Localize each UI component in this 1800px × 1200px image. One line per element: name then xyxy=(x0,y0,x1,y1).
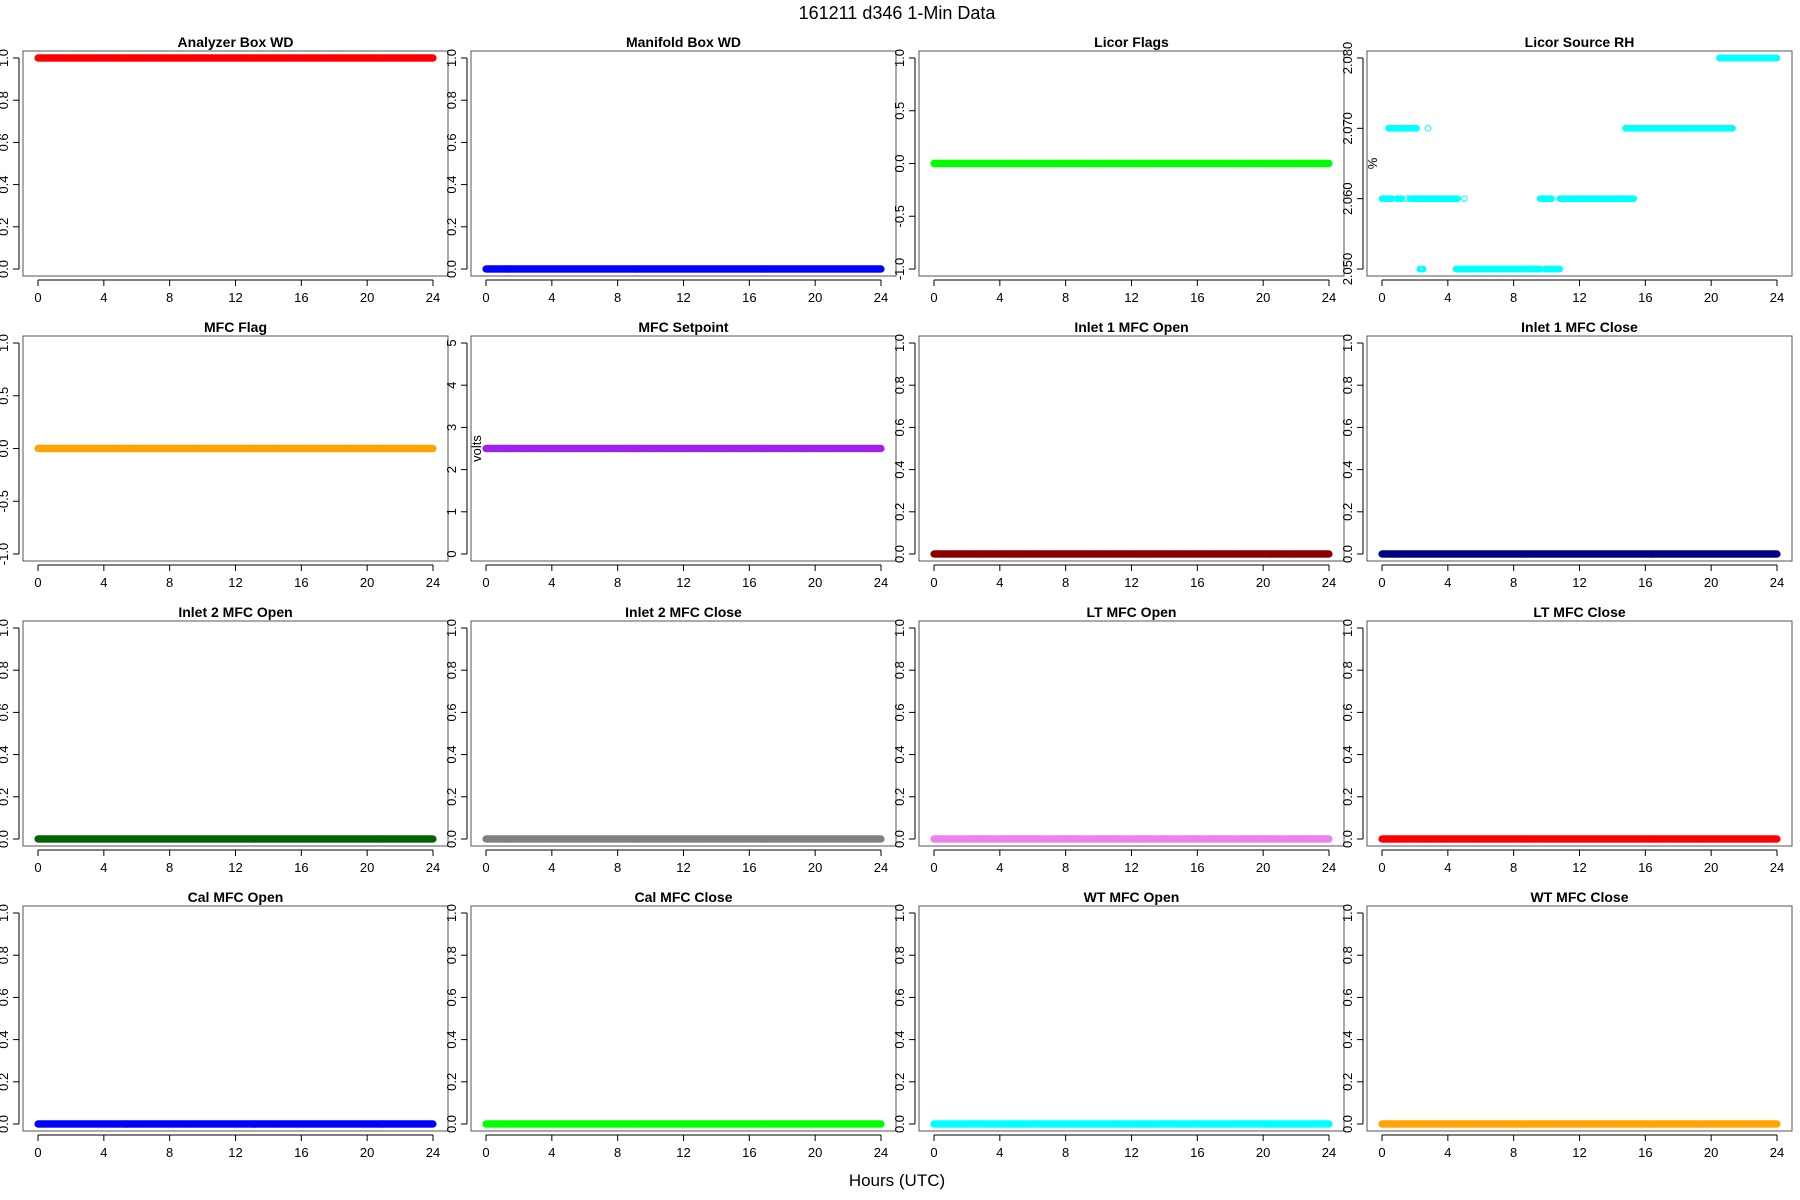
y-tick-label: -1.0 xyxy=(892,258,907,280)
x-tick-label: 24 xyxy=(1322,290,1336,305)
y-tick-label: 0.0 xyxy=(444,260,459,278)
x-tick-label: 24 xyxy=(874,290,888,305)
y-tick-label: 0.4 xyxy=(444,176,459,194)
x-tick-label: 16 xyxy=(1638,290,1652,305)
y-tick-label: 0.2 xyxy=(444,218,459,236)
x-tick-label: 0 xyxy=(930,290,937,305)
x-tick-label: 20 xyxy=(1256,290,1270,305)
x-tick-label: 16 xyxy=(1190,290,1204,305)
x-tick-label: 0 xyxy=(1378,290,1385,305)
y-tick-label: 2.070 xyxy=(1340,112,1355,145)
panel-title: Manifold Box WD xyxy=(626,34,741,50)
x-tick-label: 4 xyxy=(100,290,107,305)
x-tick-label: 0 xyxy=(482,290,489,305)
panel-title: Analyzer Box WD xyxy=(178,34,294,50)
y-tick-label: 1.0 xyxy=(444,49,459,67)
panel-title: Licor Flags xyxy=(1094,34,1169,50)
y-tick-label: 0.0 xyxy=(0,260,11,278)
y-tick-label: 0.6 xyxy=(444,133,459,151)
x-tick-label: 24 xyxy=(426,290,440,305)
data-point xyxy=(1325,160,1332,167)
x-tick-label: 20 xyxy=(1704,290,1718,305)
y-axis-title: % xyxy=(1365,157,1380,169)
x-tick-label: 4 xyxy=(548,290,555,305)
x-tick-label: 24 xyxy=(1770,290,1784,305)
y-tick-label: 0.8 xyxy=(444,91,459,109)
x-tick-label: 4 xyxy=(1444,290,1451,305)
y-tick-label: 0.5 xyxy=(892,102,907,120)
y-tick-label: 0.0 xyxy=(892,154,907,172)
y-tick-label: 1.0 xyxy=(892,49,907,67)
y-tick-label: 2.050 xyxy=(1340,253,1355,286)
x-tick-label: 8 xyxy=(166,290,173,305)
x-tick-label: 20 xyxy=(360,290,374,305)
x-tick-label: 4 xyxy=(996,290,1003,305)
x-tick-label: 12 xyxy=(676,290,690,305)
x-tick-label: 12 xyxy=(1572,290,1586,305)
figure-title: 161211 d346 1-Min Data xyxy=(799,3,997,23)
y-tick-label: -0.5 xyxy=(892,205,907,227)
x-tick-label: 8 xyxy=(614,290,621,305)
x-tick-label: 12 xyxy=(1124,290,1138,305)
x-tick-label: 16 xyxy=(742,290,756,305)
y-tick-label: 0.6 xyxy=(0,133,11,151)
data-point xyxy=(429,54,436,61)
x-tick-label: 20 xyxy=(808,290,822,305)
panel-title: Licor Source RH xyxy=(1525,34,1635,50)
x-tick-label: 12 xyxy=(228,290,242,305)
y-tick-label: 1.0 xyxy=(0,49,11,67)
x-tick-label: 8 xyxy=(1062,290,1069,305)
y-tick-label: 0.8 xyxy=(0,91,11,109)
y-tick-label: 2.080 xyxy=(1340,42,1355,75)
y-tick-label: 2.060 xyxy=(1340,182,1355,215)
x-tick-label: 0 xyxy=(34,290,41,305)
x-tick-label: 16 xyxy=(294,290,308,305)
data-point xyxy=(877,265,884,272)
x-tick-label: 8 xyxy=(1510,290,1517,305)
y-tick-label: 0.2 xyxy=(0,218,11,236)
y-tick-label: 0.4 xyxy=(0,176,11,194)
